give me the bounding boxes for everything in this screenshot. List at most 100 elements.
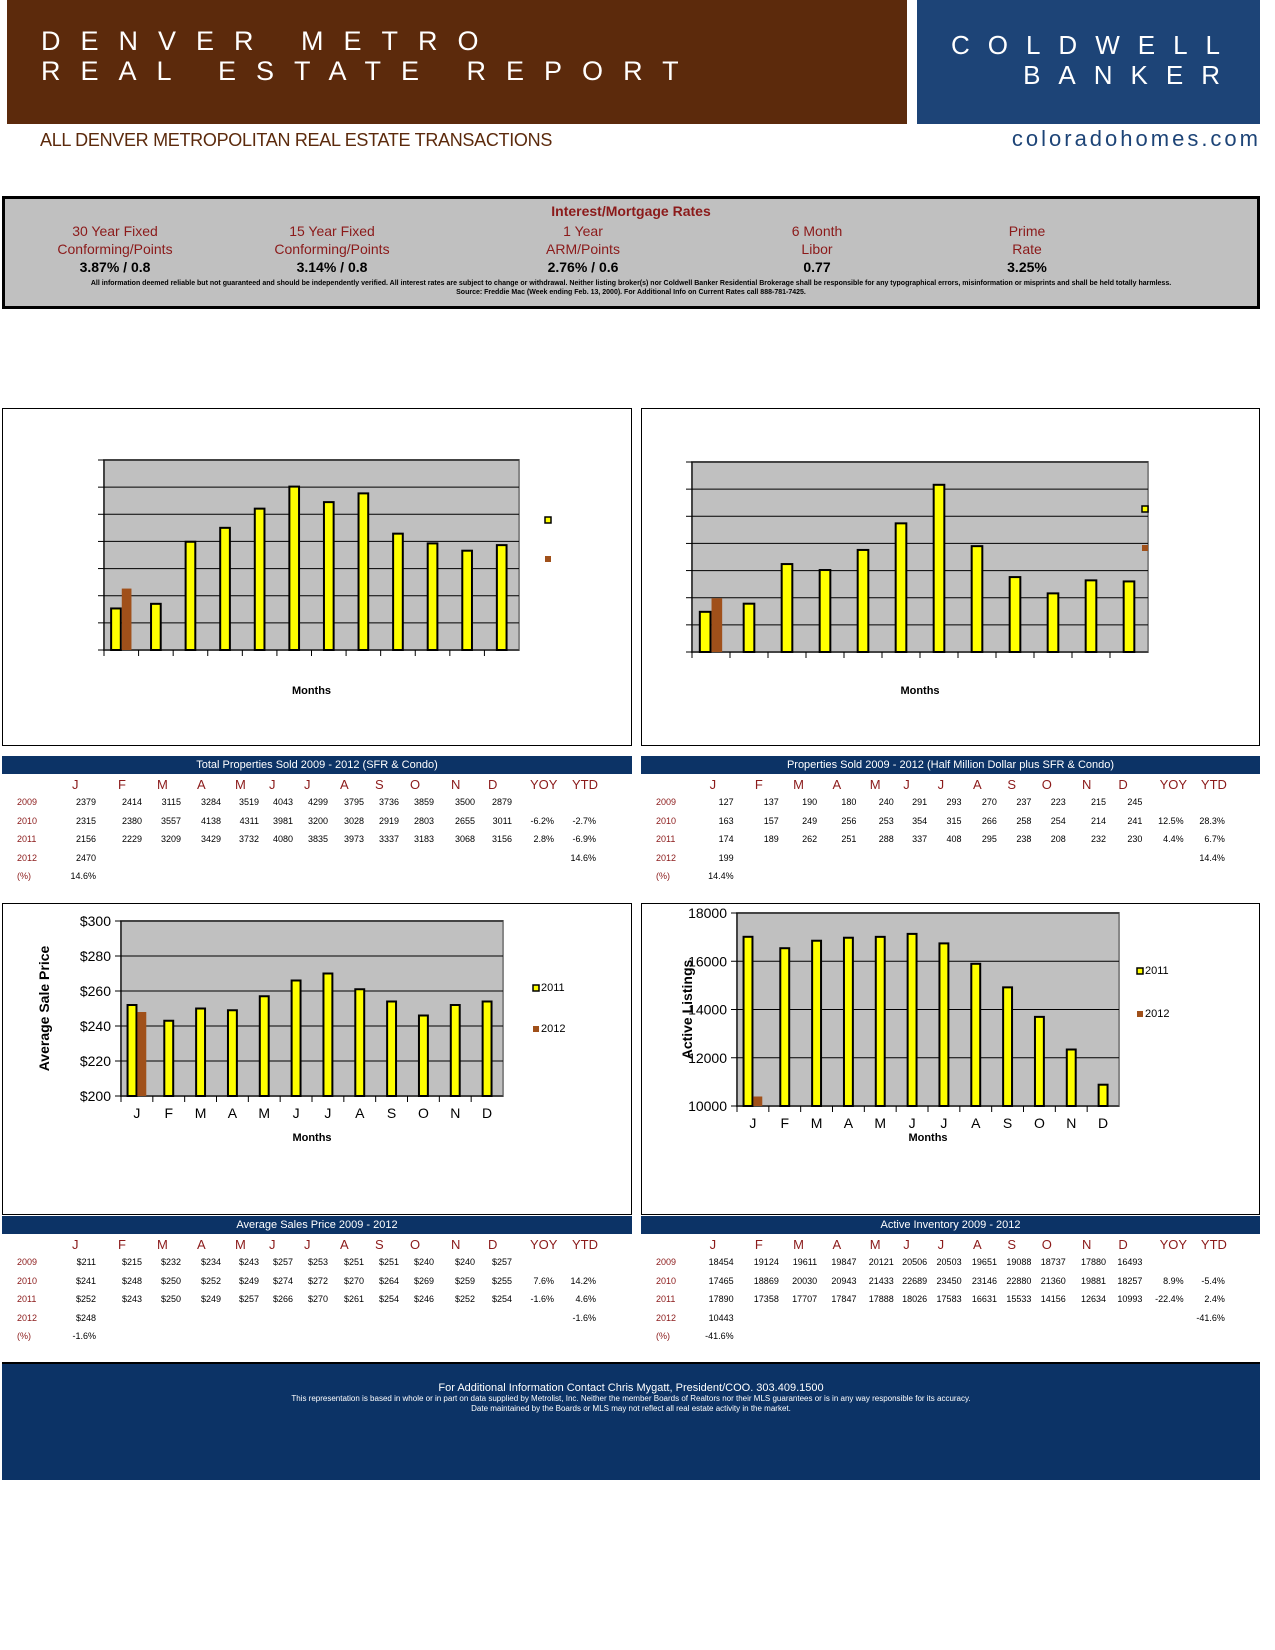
- table-cell: $270: [343, 1275, 364, 1286]
- table-cell: 157: [763, 815, 779, 826]
- table-row-label: 2009: [656, 1257, 677, 1267]
- table-cell: 3011: [492, 815, 512, 826]
- table-cell: -1.6%: [530, 1294, 554, 1304]
- table-cell: 3557: [160, 815, 181, 826]
- x-tick-label: D: [482, 1105, 492, 1121]
- table-cell: -6.9%: [572, 834, 596, 844]
- table-cell: 137: [763, 797, 779, 807]
- table-col-head: M: [157, 777, 168, 792]
- x-tick-label: N: [450, 1105, 460, 1121]
- rate-label: 15 Year Fixed: [289, 223, 375, 239]
- table-cell: 17847: [831, 1294, 857, 1304]
- table-cell: $264: [378, 1275, 399, 1286]
- x-tick-label: M: [811, 1115, 823, 1131]
- table-half-million: J F M A M J J A S O N D YOY YTD 2009 127 137 190 180 240 291…: [641, 774, 1260, 894]
- table-header-inventory: Active Inventory 2009 - 2012: [641, 1216, 1260, 1234]
- x-tick-label: S: [1003, 1115, 1012, 1131]
- website-link[interactable]: coloradohomes.com: [1011, 126, 1261, 151]
- table-row-label: (%): [656, 871, 670, 881]
- table-cell: 4.6%: [575, 1294, 596, 1304]
- y-tick-label: 14000: [688, 1002, 727, 1018]
- rate-label: 30 Year Fixed: [72, 223, 158, 239]
- table-cell: 223: [1050, 797, 1066, 807]
- table-cell: 19847: [831, 1257, 857, 1267]
- bar-2011: [386, 1000, 398, 1097]
- rate-value: 2.76% / 0.6: [547, 259, 619, 275]
- table-cell: 20030: [792, 1275, 818, 1286]
- x-tick-label: S: [387, 1105, 396, 1121]
- table-cell: 3068: [454, 834, 475, 844]
- footer: For Additional Information Contact Chris…: [2, 1362, 1260, 1480]
- bar-2011: [392, 532, 404, 651]
- x-tick-label: M: [258, 1105, 270, 1121]
- x-tick-label: F: [164, 1105, 173, 1121]
- bar-2011: [481, 1000, 493, 1097]
- bar-2011: [1008, 576, 1022, 653]
- table-cell: 408: [946, 834, 962, 844]
- x-tick-label: J: [909, 1115, 916, 1131]
- table-total-sold: J F M A M J J A S O N D YOY YTD 2009 2379 2414 3115 3284 35…: [2, 774, 632, 894]
- table-cell: $261: [343, 1294, 364, 1304]
- table-col-head: J: [72, 1237, 79, 1252]
- legend-label: 2012: [541, 1023, 565, 1035]
- table-header-half-million: Properties Sold 2009 - 2012 (Half Millio…: [641, 756, 1260, 774]
- table-cell: 2879: [491, 797, 512, 807]
- table-cell: $251: [343, 1257, 364, 1267]
- table-cell: 237: [1016, 797, 1032, 807]
- table-cell: 18869: [753, 1275, 779, 1286]
- table-row-label: 2009: [17, 797, 38, 807]
- rates-disclaimer: All information deemed reliable but not …: [9, 279, 1253, 297]
- table-cell: 18026: [902, 1294, 928, 1304]
- table-col-head: S: [375, 1237, 384, 1252]
- table-col-head: O: [1041, 777, 1052, 792]
- table-cell: -5.4%: [1201, 1275, 1225, 1286]
- table-cell: 22689: [902, 1275, 928, 1286]
- bar-2011: [110, 607, 122, 652]
- rate-label: Conforming/Points: [57, 241, 173, 257]
- table-cell: 232: [1090, 834, 1107, 844]
- table-col-head: A: [340, 777, 349, 792]
- legend-swatch: [1137, 1011, 1143, 1017]
- x-tick-label: A: [355, 1105, 365, 1121]
- table-cell: 249: [802, 815, 818, 826]
- table-row-label: 2010: [17, 815, 38, 826]
- y-tick-label: $260: [80, 983, 111, 999]
- report-subtitle: ALL DENVER METROPOLITAN REAL ESTATE TRAN…: [40, 130, 553, 150]
- table-cell: 17583: [936, 1294, 962, 1304]
- plot-area: [103, 459, 520, 651]
- table-cell: 189: [763, 834, 779, 844]
- table-cell: $254: [491, 1294, 512, 1304]
- table-cell: $255: [491, 1275, 512, 1286]
- y-axis-label: Active Listings: [679, 960, 695, 1060]
- rate-6-month-libor: 6 Month Libor 0.77: [687, 222, 947, 276]
- table-cell: 208: [1050, 834, 1066, 844]
- table-col-head: N: [451, 1237, 461, 1252]
- bar-2011: [322, 972, 334, 1097]
- table-col-head: M: [235, 777, 246, 792]
- x-tick-label: J: [749, 1115, 756, 1131]
- table-cell: 2470: [75, 852, 96, 863]
- legend-label: 2012: [1145, 1008, 1169, 1020]
- table-cell: 4138: [200, 815, 221, 826]
- x-tick-label: O: [418, 1105, 429, 1121]
- table-row-label: 2010: [17, 1275, 38, 1286]
- table-cell: 3115: [161, 797, 181, 807]
- table-col-head: D: [488, 1237, 498, 1252]
- table-cell: 4043: [272, 797, 293, 807]
- table-cell: 2919: [378, 815, 399, 826]
- y-tick-label: $300: [80, 913, 111, 929]
- table-cell: 230: [1127, 834, 1143, 844]
- table-cell: $252: [75, 1294, 96, 1304]
- chart-panel-avg-price: Average Sales Price(SFR & Condo)$200$220…: [2, 903, 632, 1215]
- bar-2011: [1065, 1048, 1077, 1107]
- table-cell: 190: [802, 797, 818, 807]
- rate-value: 3.87% / 0.8: [79, 259, 151, 275]
- bar-2011: [357, 492, 370, 651]
- table-col-head: YOY: [530, 777, 558, 792]
- table-cell: $248: [121, 1275, 142, 1286]
- table-cell: 199: [718, 852, 734, 863]
- table-cell: 3795: [343, 797, 364, 807]
- table-col-head: F: [118, 1237, 126, 1252]
- table-col-head: J: [937, 1237, 945, 1252]
- table-col-head: N: [1082, 777, 1092, 792]
